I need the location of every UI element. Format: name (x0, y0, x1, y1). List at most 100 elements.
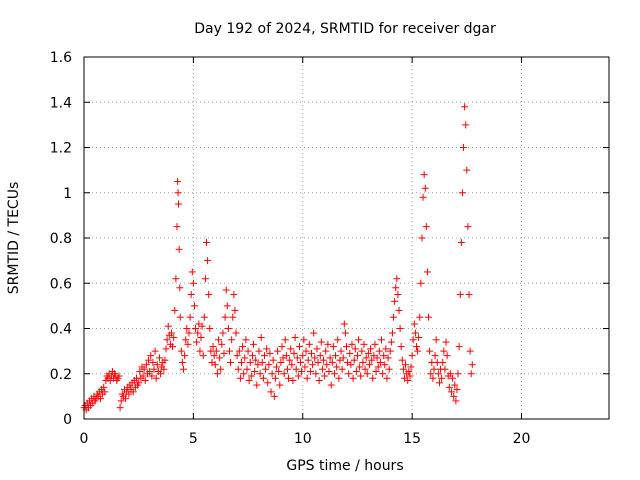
data-point (234, 365, 242, 373)
y-tick-label: 0 (63, 412, 72, 428)
data-point (222, 286, 230, 294)
data-point (269, 356, 277, 364)
data-point (387, 338, 395, 346)
data-point (254, 361, 262, 369)
data-point (446, 370, 454, 378)
y-tick-label: 1.2 (50, 141, 72, 157)
x-tick-label: 10 (294, 431, 312, 447)
data-point (218, 340, 226, 348)
data-point (260, 352, 268, 360)
data-point (399, 365, 407, 373)
data-point (405, 367, 413, 375)
data-point (240, 370, 248, 378)
data-point (204, 257, 212, 265)
data-point (176, 313, 184, 321)
data-point (395, 306, 403, 314)
data-point (434, 370, 442, 378)
data-point (358, 347, 366, 355)
data-point (294, 372, 302, 380)
data-point (152, 374, 160, 382)
data-point (409, 336, 417, 344)
data-point (388, 329, 396, 337)
data-point (229, 313, 237, 321)
data-point (398, 356, 406, 364)
data-point (379, 370, 387, 378)
data-point (236, 374, 244, 382)
data-point (161, 356, 169, 364)
data-point (350, 356, 358, 364)
data-point (431, 352, 439, 360)
data-point (230, 291, 238, 299)
data-point (227, 358, 235, 366)
data-point (359, 358, 367, 366)
data-point (392, 284, 400, 292)
data-point (364, 349, 372, 357)
data-point (210, 352, 218, 360)
data-point (220, 349, 228, 357)
data-point (188, 268, 196, 276)
plot-frame (83, 56, 610, 420)
data-point (419, 193, 427, 201)
data-point (252, 356, 260, 364)
data-point (426, 347, 434, 355)
data-points (80, 103, 476, 414)
data-point (435, 379, 443, 387)
x-tick-label: 15 (403, 431, 421, 447)
data-point (460, 144, 468, 151)
y-tick-label: 1.6 (50, 50, 72, 66)
data-point (264, 379, 272, 387)
data-point (239, 343, 247, 351)
data-point (347, 361, 355, 369)
y-tick-label: 0.8 (50, 231, 72, 247)
data-point (201, 275, 209, 283)
data-point (317, 338, 325, 346)
data-point (357, 372, 365, 380)
data-point (175, 200, 182, 208)
data-point (425, 313, 433, 321)
data-point (329, 343, 337, 351)
data-point (369, 374, 377, 382)
data-point (174, 177, 182, 185)
data-point (382, 345, 390, 353)
data-point (147, 352, 155, 360)
data-point (194, 329, 202, 337)
data-point (452, 397, 460, 405)
data-point (415, 334, 423, 342)
data-point (286, 356, 294, 364)
data-point (135, 379, 143, 387)
data-point (384, 354, 392, 362)
data-point (117, 397, 125, 405)
data-point (228, 336, 236, 344)
data-point (371, 340, 379, 348)
data-point (456, 291, 464, 299)
data-point (265, 361, 273, 369)
data-point (187, 291, 195, 299)
data-point (343, 343, 350, 351)
data-point (355, 336, 363, 344)
data-point (255, 347, 263, 355)
data-point (367, 345, 375, 353)
data-point (148, 372, 156, 380)
data-point (223, 302, 231, 310)
data-point (244, 347, 252, 355)
data-point (169, 343, 177, 351)
data-point (125, 390, 133, 398)
ticks: 0 0.2 0.4 0.6 0.8 1 1.2 1.4 1.6 0 5 10 15 20 (50, 50, 609, 447)
data-point (453, 386, 461, 394)
data-point (385, 365, 393, 373)
data-point (308, 349, 315, 357)
data-point (375, 347, 383, 355)
data-point (282, 352, 290, 360)
data-point (219, 329, 227, 337)
data-point (338, 365, 346, 373)
data-point (411, 329, 419, 337)
data-point (448, 388, 455, 396)
data-point (305, 340, 313, 348)
data-point (427, 370, 435, 378)
data-point (280, 370, 288, 378)
data-point (302, 347, 310, 355)
x-tick-label: 0 (80, 431, 89, 447)
data-point (372, 367, 380, 375)
data-point (328, 358, 336, 366)
